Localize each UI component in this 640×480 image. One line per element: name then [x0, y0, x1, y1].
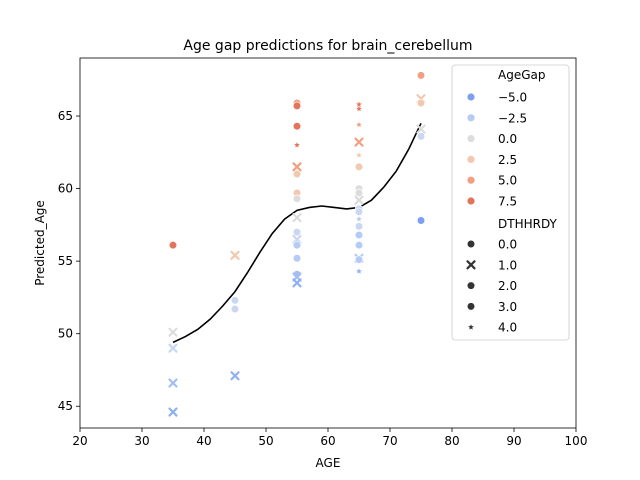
- data-point: [292, 162, 302, 172]
- data-point: [354, 230, 364, 240]
- data-point: [230, 304, 240, 314]
- data-point: [292, 278, 302, 288]
- data-point: [168, 378, 178, 388]
- data-point: [354, 195, 364, 205]
- legend-hue-swatch: [467, 135, 475, 143]
- data-point: [416, 71, 426, 80]
- points-layer: [168, 71, 426, 417]
- data-point: [356, 101, 362, 107]
- x-tick-label: 80: [444, 434, 459, 448]
- data-point: [356, 105, 362, 112]
- legend-hue-label: 7.5: [498, 195, 517, 209]
- data-point: [354, 188, 364, 198]
- data-point: [230, 371, 240, 381]
- y-axis-ticks: 45 50 55 60 65: [58, 109, 80, 413]
- data-point: [294, 142, 300, 148]
- y-axis-label: Predicted_Age: [33, 200, 47, 286]
- legend-hue-label: 0.0: [498, 132, 517, 146]
- x-axis-label: AGE: [316, 456, 341, 470]
- x-tick-label: 70: [382, 434, 397, 448]
- chart-title: Age gap predictions for brain_cerebellum: [183, 38, 472, 54]
- y-tick-label: 65: [58, 109, 73, 123]
- legend-hue-swatch: [467, 114, 475, 122]
- y-tick-label: 50: [58, 327, 73, 341]
- legend-hue-label: −2.5: [498, 111, 527, 125]
- legend-hue-swatch: [467, 93, 475, 101]
- data-point: [292, 241, 302, 250]
- data-point: [354, 207, 364, 216]
- legend-hue-entries: −5.0 −2.5 0.0 2.5 5.0 7.5: [467, 91, 527, 209]
- data-point: [168, 343, 178, 353]
- data-point: [292, 234, 302, 244]
- legend: AgeGap −5.0 −2.5 0.0 2.5 5.0 7.5 DTHHRDY 0.0 1…: [451, 64, 570, 341]
- trend-layer: [172, 122, 422, 344]
- data-point: [292, 213, 302, 223]
- x-axis-ticks: 20 30 40 50 60 70 80 90 100: [72, 428, 587, 448]
- data-point: [230, 296, 240, 305]
- data-point: [292, 169, 302, 179]
- legend-style-marker: [466, 260, 476, 270]
- data-point: [292, 228, 302, 237]
- legend-style-label: 2.0: [498, 279, 517, 293]
- data-point: [416, 124, 426, 134]
- x-tick-label: 30: [134, 434, 149, 448]
- data-point: [354, 241, 364, 250]
- x-tick-label: 90: [506, 434, 521, 448]
- legend-hue-swatch: [467, 176, 475, 184]
- plot-area: [168, 71, 426, 417]
- data-point: [168, 327, 178, 337]
- legend-style-label: 1.0: [498, 258, 517, 272]
- legend-style-marker: [468, 324, 474, 330]
- legend-hue-swatch: [467, 197, 475, 205]
- data-point: [416, 132, 426, 141]
- y-tick-label: 45: [58, 399, 73, 413]
- data-point: [356, 268, 362, 274]
- data-point: [168, 407, 178, 417]
- legend-hue-swatch: [467, 155, 475, 163]
- data-point: [356, 216, 362, 222]
- data-point: [356, 152, 362, 158]
- legend-hue-label: −5.0: [498, 91, 527, 105]
- data-point: [292, 194, 302, 203]
- legend-style-label: 3.0: [498, 300, 517, 314]
- data-point: [354, 255, 364, 264]
- data-point: [292, 101, 302, 110]
- data-point: [354, 137, 364, 147]
- y-tick-label: 60: [58, 182, 73, 196]
- y-tick-label: 55: [58, 254, 73, 268]
- data-point: [356, 121, 362, 128]
- x-tick-label: 50: [258, 434, 273, 448]
- x-tick-label: 20: [72, 434, 87, 448]
- x-tick-label: 60: [320, 434, 335, 448]
- legend-style-marker: [466, 281, 476, 290]
- data-point: [230, 250, 240, 260]
- legend-style-title: DTHHRDY: [498, 217, 558, 231]
- x-tick-label: 40: [196, 434, 211, 448]
- data-point: [354, 162, 364, 171]
- data-point: [168, 241, 178, 250]
- data-point: [292, 122, 302, 131]
- legend-box: [451, 64, 570, 341]
- trend-line: [172, 122, 422, 344]
- data-point: [292, 254, 302, 263]
- legend-style-label: 0.0: [498, 238, 517, 252]
- legend-style-marker: [466, 239, 476, 249]
- legend-hue-label: 2.5: [498, 153, 517, 167]
- x-tick-label: 100: [565, 434, 588, 448]
- data-point: [416, 216, 426, 225]
- data-point: [354, 222, 364, 231]
- legend-hue-label: 5.0: [498, 174, 517, 188]
- legend-style-marker: [466, 302, 476, 311]
- legend-style-label: 4.0: [498, 321, 517, 335]
- data-point: [416, 98, 426, 108]
- legend-hue-title: AgeGap: [498, 68, 545, 82]
- legend-style-entries: 0.0 1.0 2.0 3.0 4.0: [466, 238, 517, 335]
